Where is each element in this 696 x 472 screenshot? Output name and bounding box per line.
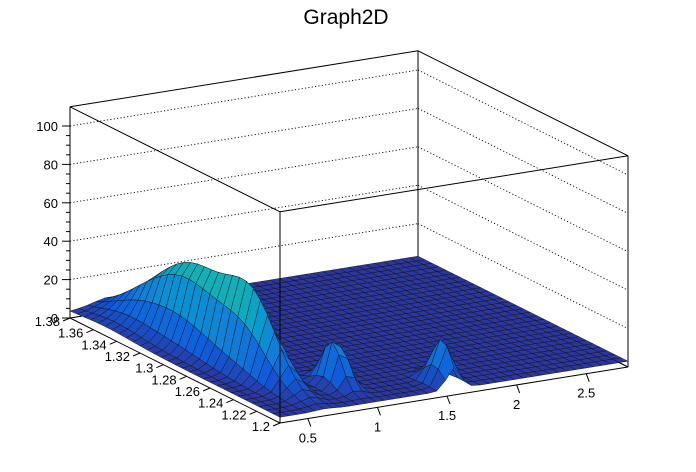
y-tick-label-5: 1.3: [135, 361, 153, 376]
y-tick-label-1: 1.22: [221, 407, 246, 422]
x-tick-label-4: 2.5: [577, 386, 595, 401]
z-gridline-back-3: [69, 146, 419, 204]
z-gridline-back-1: [69, 223, 419, 281]
y-tick-mark-6: [132, 352, 141, 357]
y-tick-label-3: 1.26: [175, 384, 200, 399]
y-tick-mark-8: [86, 329, 94, 334]
x-tick-mark-4: [585, 373, 590, 382]
left-top-edge: [69, 106, 281, 213]
z-tick-label-0: 0: [51, 311, 58, 326]
x-tick-label-1: 1: [374, 419, 381, 434]
front-bottom-edge: [279, 366, 629, 424]
y-tick-label-8: 1.36: [58, 326, 83, 341]
y-tick-label-2: 1.24: [198, 396, 223, 411]
y-tick-mark-0: [272, 422, 281, 427]
right-top-edge: [417, 50, 629, 157]
surface-cell: [272, 412, 290, 418]
x-tick-label-2: 1.5: [438, 408, 456, 423]
z-tick-label-2: 40: [44, 234, 58, 249]
y-tick-mark-2: [226, 399, 234, 404]
surface-plot: [69, 255, 629, 418]
z-gridline-side-3: [417, 146, 629, 253]
y-tick-label-0: 1.2: [252, 419, 270, 434]
axis-box-front: [69, 106, 629, 424]
x-tick-mark-3: [516, 384, 521, 394]
y-tick-label-9: 1.38: [35, 314, 60, 329]
z-gridline-back-5: [69, 69, 419, 127]
chart-title: Graph2D: [303, 6, 388, 29]
z-tick-label-3: 60: [44, 196, 58, 211]
z-tick-label-4: 80: [44, 157, 58, 172]
x-tick-mark-2: [446, 395, 451, 405]
z-gridline-side-5: [417, 69, 629, 176]
front-top-edge: [279, 155, 629, 213]
y-tick-mark-7: [109, 340, 117, 345]
y-tick-mark-5: [156, 364, 164, 369]
z-tick-label-1: 20: [44, 273, 58, 288]
front-left-bottom-edge: [69, 317, 281, 424]
y-tick-mark-3: [202, 387, 211, 392]
y-tick-label-6: 1.32: [105, 349, 130, 364]
z-tick-label-5: 100: [36, 119, 58, 134]
y-tick-mark-1: [249, 410, 257, 415]
y-tick-label-7: 1.34: [81, 337, 106, 352]
x-tick-mark-0: [307, 418, 312, 427]
x-tick-label-3: 2: [513, 397, 520, 412]
axis-ticks: 0204060801001.21.221.241.261.281.31.321.…: [35, 119, 596, 446]
y-tick-mark-4: [179, 375, 187, 380]
y-tick-label-4: 1.28: [151, 372, 176, 387]
x-tick-mark-1: [376, 407, 381, 416]
x-tick-label-0: 0.5: [299, 431, 317, 446]
z-gridline-back-4: [69, 107, 419, 165]
back-top-edge: [69, 50, 419, 108]
y-tick-mark-9: [62, 317, 71, 322]
z-gridline-back-2: [69, 184, 419, 242]
